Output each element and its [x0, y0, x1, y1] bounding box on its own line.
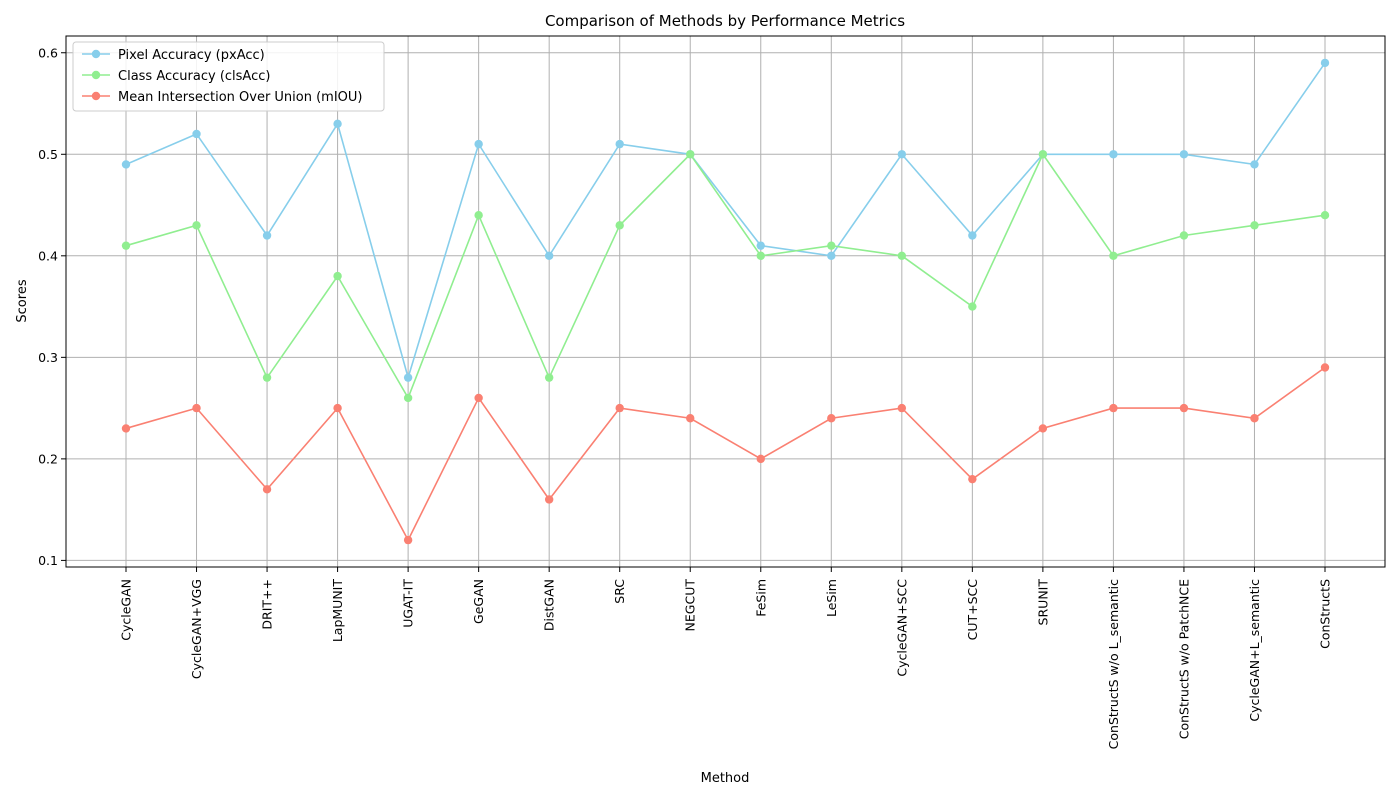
data-point-clsacc — [897, 251, 907, 261]
data-point-pxacc — [262, 231, 272, 240]
data-point-miou — [897, 403, 907, 413]
x-tick-label: SRC — [612, 579, 627, 604]
data-point-clsacc — [968, 302, 977, 311]
data-point-pxacc — [1320, 58, 1330, 68]
x-tick-label: UGAT-IT — [401, 579, 416, 628]
x-tick-label: SRUNIT — [1035, 579, 1050, 626]
data-point-miou — [262, 485, 272, 494]
data-point-clsacc — [403, 393, 413, 403]
legend-label-miou: Mean Intersection Over Union (mIOU) — [118, 90, 363, 105]
x-tick-label: ConStructS — [1318, 579, 1333, 649]
chart-title: Comparison of Methods by Performance Met… — [545, 12, 905, 30]
data-point-pxacc — [756, 241, 765, 250]
series-line-clsacc — [125, 152, 1326, 400]
y-tick-label: 0.5 — [38, 147, 58, 162]
data-point-clsacc — [1250, 221, 1259, 230]
data-point-clsacc — [1109, 251, 1118, 261]
data-point-clsacc — [121, 241, 131, 250]
x-axis-label: Method — [701, 771, 750, 786]
data-point-miou — [1320, 363, 1330, 372]
data-point-pxacc — [615, 139, 624, 149]
x-tick-label: LapMUNIT — [330, 579, 345, 643]
x-tick-label: ConStructS w/o L_semantic — [1106, 579, 1121, 749]
data-point-clsacc — [827, 241, 836, 250]
legend-label-pxacc: Pixel Accuracy (pxAcc) — [118, 48, 265, 63]
data-point-pxacc — [403, 373, 413, 382]
data-point-miou — [686, 414, 695, 423]
data-point-miou — [121, 424, 131, 433]
data-point-clsacc — [1038, 150, 1048, 159]
legend-frame — [72, 41, 385, 112]
data-point-clsacc — [686, 150, 695, 159]
y-tick-label: 0.4 — [38, 248, 58, 263]
legend-marker-pxacc — [91, 49, 101, 59]
y-tick-label: 0.2 — [38, 451, 58, 466]
series-line-miou — [125, 366, 1326, 542]
data-point-pxacc — [1109, 150, 1118, 159]
x-tick-label: CycleGAN+L_semantic — [1247, 579, 1262, 722]
x-tick-label: NEGCUT — [683, 579, 698, 632]
legend-marker-miou — [91, 91, 101, 101]
series-line-pxacc — [125, 62, 1326, 381]
data-point-clsacc — [1179, 231, 1189, 240]
data-point-pxacc — [968, 231, 977, 240]
data-point-miou — [544, 495, 554, 504]
x-tick-label: CUT+SCC — [965, 579, 980, 641]
data-point-pxacc — [1250, 160, 1259, 169]
data-point-miou — [474, 393, 483, 403]
data-point-pxacc — [544, 251, 554, 261]
data-point-miou — [827, 414, 836, 423]
data-point-clsacc — [262, 373, 272, 382]
y-tick-label: 0.3 — [38, 350, 58, 365]
data-point-miou — [615, 403, 624, 413]
y-axis-label: Scores — [15, 279, 30, 322]
data-point-miou — [756, 454, 765, 464]
data-point-clsacc — [756, 251, 765, 261]
x-tick-label: FeSim — [753, 579, 768, 617]
data-point-pxacc — [827, 251, 836, 261]
legend-marker-clsacc — [91, 70, 101, 80]
data-point-clsacc — [615, 221, 624, 230]
data-point-miou — [1109, 403, 1118, 413]
x-tick-label: CycleGAN+VGG — [189, 579, 204, 679]
y-tick-label: 0.6 — [38, 45, 58, 60]
plot-frame — [65, 35, 1386, 568]
data-point-pxacc — [192, 129, 201, 139]
series-group — [121, 58, 1330, 545]
data-point-clsacc — [192, 221, 201, 230]
data-point-clsacc — [333, 271, 342, 281]
data-point-pxacc — [474, 139, 483, 149]
data-point-clsacc — [474, 210, 483, 220]
data-point-pxacc — [1179, 150, 1189, 159]
data-point-miou — [1250, 414, 1259, 423]
data-point-miou — [968, 474, 977, 484]
x-tick-label: LeSim — [824, 579, 839, 617]
x-tick-label: DRIT++ — [260, 579, 275, 630]
data-point-miou — [1038, 424, 1048, 433]
x-tick-label: GeGAN — [471, 579, 486, 624]
data-point-pxacc — [333, 119, 342, 129]
ticks: CycleGAN CycleGAN+VGG DRIT++ LapMUNIT UGAT-I… — [38, 45, 1332, 749]
data-point-miou — [1179, 403, 1189, 413]
data-point-miou — [403, 535, 413, 545]
series-miou — [121, 363, 1330, 545]
x-tick-label: CycleGAN+SCC — [894, 579, 909, 677]
x-tick-label: CycleGAN — [119, 579, 134, 641]
y-tick-label: 0.1 — [38, 553, 58, 568]
x-tick-label: DistGAN — [542, 579, 557, 631]
data-point-pxacc — [897, 150, 907, 159]
x-tick-label: ConStructS w/o PatchNCE — [1176, 579, 1191, 739]
data-point-clsacc — [544, 373, 554, 382]
data-point-miou — [333, 403, 342, 413]
legend: Pixel Accuracy (pxAcc) Class Accuracy (c… — [72, 41, 385, 112]
data-point-pxacc — [121, 160, 131, 169]
data-point-miou — [192, 403, 201, 413]
legend-label-clsacc: Class Accuracy (clsAcc) — [118, 69, 270, 84]
series-clsacc — [121, 150, 1330, 403]
data-point-clsacc — [1320, 210, 1330, 220]
